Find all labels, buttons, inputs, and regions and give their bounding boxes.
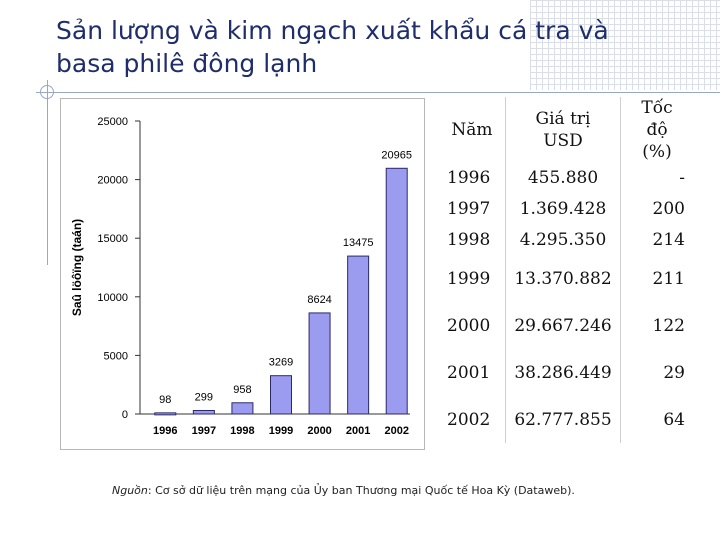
bar-data-label: 3269 [269, 357, 293, 369]
cell-growth-rate: 214 [620, 224, 693, 255]
cell-value-usd: 1.369.428 [505, 193, 621, 224]
bar [154, 412, 177, 416]
bar [347, 255, 370, 415]
table-row: 2001 38.286.449 29 [438, 349, 693, 396]
decorative-line-vertical [47, 80, 48, 265]
table-row: 2002 62.777.855 64 [438, 396, 693, 443]
bar-data-label: 958 [233, 384, 251, 396]
cell-year: 1999 [447, 268, 491, 289]
bar-data-label: 8624 [307, 294, 331, 306]
cell-growth-rate: 200 [620, 193, 693, 224]
header-value-usd: Giá trị USD [505, 97, 621, 163]
y-tick-label: 0 [122, 409, 128, 421]
cell-year: 2000 [447, 315, 491, 336]
table-row: 1996 455.880- [438, 163, 693, 193]
bar [231, 402, 254, 415]
bar-data-label: 20965 [381, 149, 412, 161]
source-note: Nguồn: Cơ sở dữ liệu trên mạng của Ủy ba… [112, 484, 575, 497]
cell-value-usd: 4.295.350 [505, 224, 621, 255]
cell-value-usd: 29.667.246 [505, 302, 621, 349]
y-tick-label: 25000 [97, 116, 128, 128]
cell-value-usd: 38.286.449 [505, 349, 621, 396]
bar-data-label: 13475 [343, 237, 374, 249]
cell-growth-rate: - [620, 163, 693, 193]
production-bar-chart: 0 5000 10000 15000 20000 25000 Saû löôïng (taá… [70, 116, 412, 437]
cell-year: 2001 [447, 362, 491, 383]
cell-growth-rate: 29 [620, 349, 693, 396]
y-axis-label: Saû löôïng (taán) [70, 219, 84, 316]
decorative-line-horizontal [36, 92, 720, 93]
bar [270, 375, 292, 415]
y-tick-label: 10000 [97, 292, 128, 304]
y-tick-label: 20000 [97, 175, 128, 187]
cell-year: 2002 [447, 409, 491, 430]
bar-data-label: 299 [195, 391, 213, 403]
x-tick-label: 1997 [192, 425, 216, 437]
cell-growth-rate: 211 [620, 255, 693, 302]
slide-title: Sản lượng và kim ngạch xuất khẩu cá tra … [56, 16, 609, 78]
table-row: 2000 29.667.246 122 [438, 302, 693, 349]
table-row: 1998 4.295.350 214 [438, 224, 693, 255]
decorative-circle [40, 85, 54, 99]
cell-value-usd: 62.777.855 [505, 396, 621, 443]
x-tick-label: 1998 [230, 425, 254, 437]
cell-value-usd: 13.370.882 [505, 255, 621, 302]
x-tick-label: 2000 [307, 425, 331, 437]
y-tick-label: 15000 [97, 233, 128, 245]
export-value-table: Năm Giá trị USD Tốc độ (%) 1996 455.880-199… [438, 97, 693, 443]
bar [308, 312, 331, 415]
cell-value-usd: 455.880 [505, 163, 621, 193]
x-tick-label: 2001 [346, 425, 370, 437]
x-tick-label: 2002 [384, 425, 408, 437]
cell-year: 1996 [447, 168, 491, 188]
cell-growth-rate: 122 [620, 302, 693, 349]
table-header-row: Năm Giá trị USD Tốc độ (%) [438, 97, 693, 163]
cell-year: 1997 [447, 198, 491, 219]
header-growth-rate: Tốc độ (%) [620, 97, 693, 163]
table-row: 1997 1.369.428 200 [438, 193, 693, 224]
bar [192, 409, 215, 415]
table-row: 1999 13.370.882 211 [438, 255, 693, 302]
bar-data-label: 98 [159, 394, 171, 406]
source-text: : Cơ sở dữ liệu trên mạng của Ủy ban Thư… [147, 484, 575, 497]
header-year: Năm [451, 120, 493, 140]
cell-growth-rate: 64 [620, 396, 693, 443]
y-tick-label: 5000 [104, 350, 128, 362]
x-tick-label: 1996 [153, 425, 177, 437]
source-prefix: Nguồn [112, 484, 148, 497]
x-tick-label: 1999 [269, 425, 293, 437]
background-grid-pattern [530, 0, 720, 90]
bar [385, 167, 408, 415]
cell-year: 1998 [447, 229, 491, 250]
